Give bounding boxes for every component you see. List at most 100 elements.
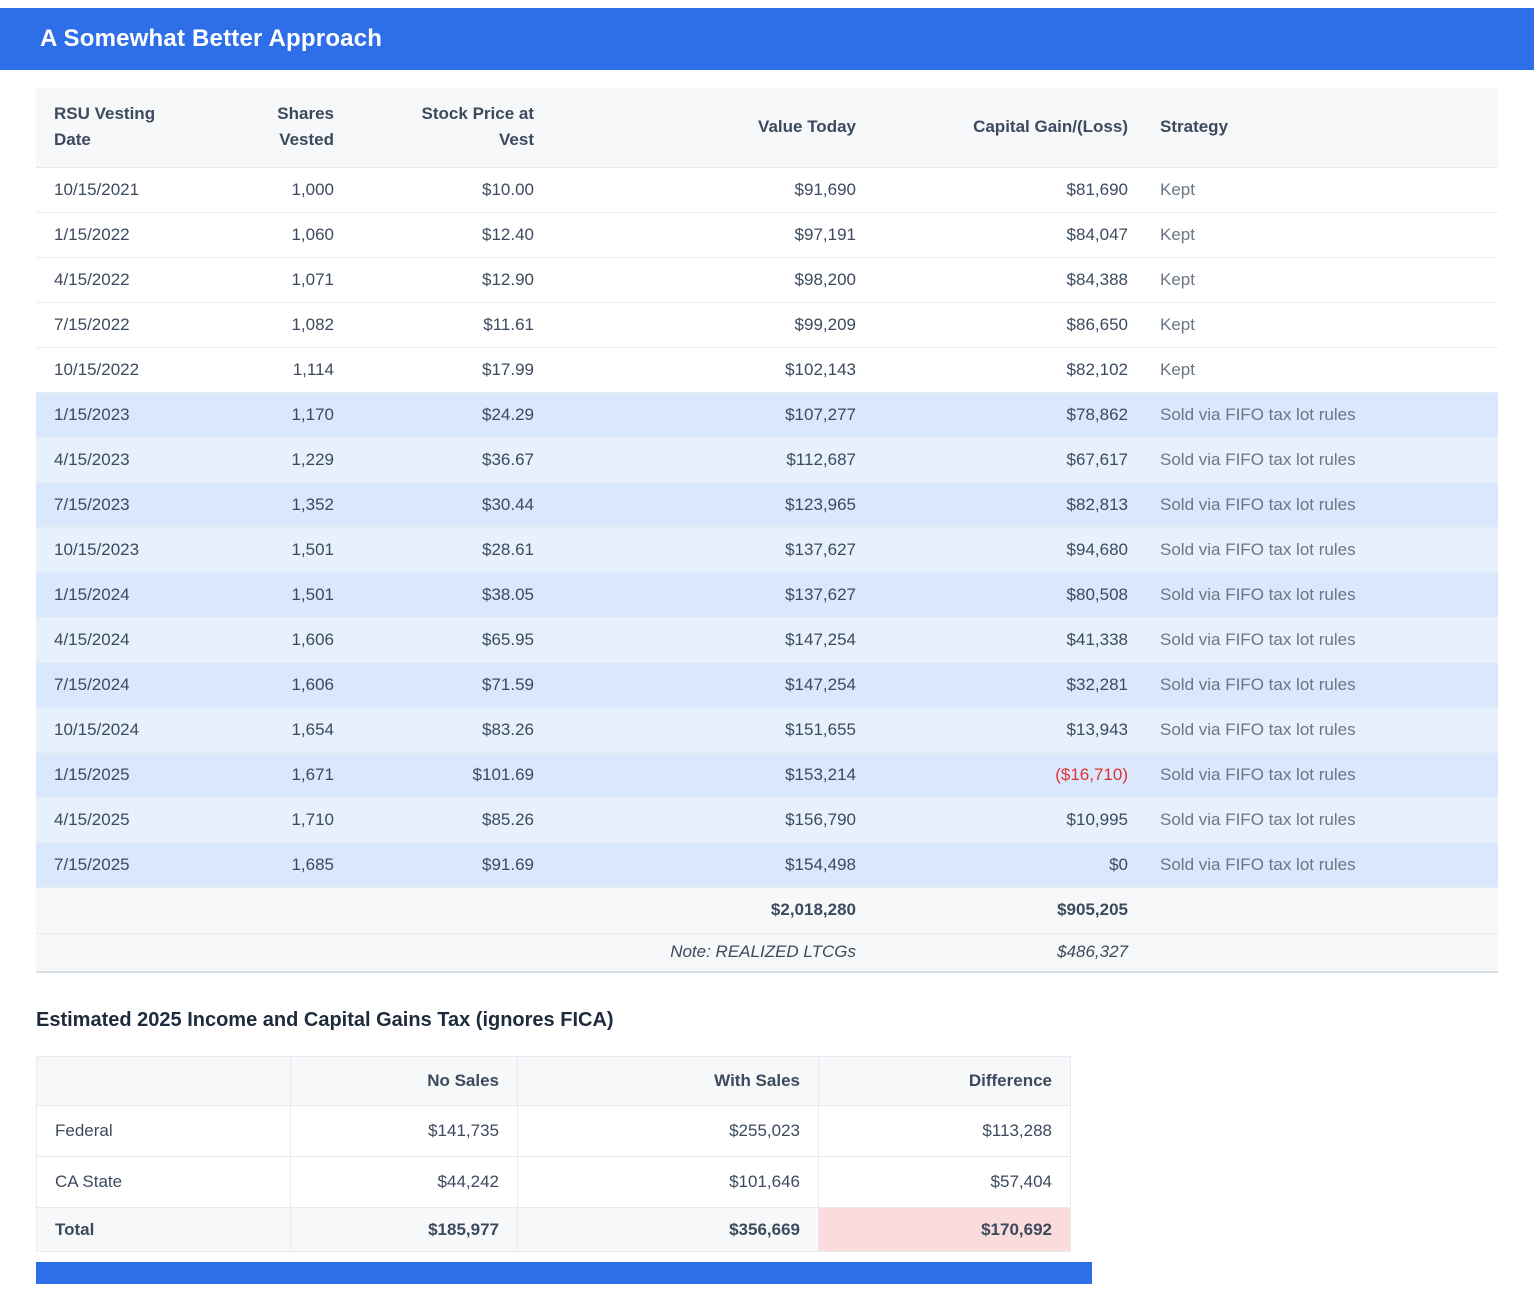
cell-capital-gain: $81,690 bbox=[868, 167, 1140, 212]
cell-strategy: Sold via FIFO tax lot rules bbox=[1140, 527, 1498, 572]
cell-vesting-date: 10/15/2024 bbox=[36, 707, 236, 752]
tax-table: No Sales With Sales Difference Federal$1… bbox=[36, 1056, 1071, 1252]
col-header-value-today: Value Today bbox=[546, 88, 868, 167]
vesting-table-row: 4/15/20241,606$65.95$147,254$41,338Sold … bbox=[36, 617, 1498, 662]
cell-vesting-date: 7/15/2024 bbox=[36, 662, 236, 707]
cell-strategy: Sold via FIFO tax lot rules bbox=[1140, 392, 1498, 437]
vesting-table-row: 7/15/20251,685$91.69$154,498$0Sold via F… bbox=[36, 842, 1498, 887]
cell-shares-vested: 1,229 bbox=[236, 437, 346, 482]
cell-capital-gain: $84,388 bbox=[868, 257, 1140, 302]
cell-value-today: $112,687 bbox=[546, 437, 868, 482]
cell-shares-vested: 1,606 bbox=[236, 662, 346, 707]
col-header-capital-gain-loss: Capital Gain/(Loss) bbox=[868, 88, 1140, 167]
cell-capital-gain: $86,650 bbox=[868, 302, 1140, 347]
cell-shares-vested: 1,501 bbox=[236, 527, 346, 572]
note-spacer bbox=[36, 933, 546, 972]
page-title: A Somewhat Better Approach bbox=[40, 25, 382, 53]
tax-cell-with-sales: $101,646 bbox=[518, 1157, 819, 1208]
cell-stock-price: $12.90 bbox=[346, 257, 546, 302]
cell-strategy: Sold via FIFO tax lot rules bbox=[1140, 752, 1498, 797]
cell-strategy: Kept bbox=[1140, 212, 1498, 257]
cell-value-today: $99,209 bbox=[546, 302, 868, 347]
note-realized-ltcg-value: $486,327 bbox=[868, 933, 1140, 972]
cell-stock-price: $11.61 bbox=[346, 302, 546, 347]
cell-strategy: Kept bbox=[1140, 347, 1498, 392]
tax-table-row: CA State$44,242$101,646$57,404 bbox=[37, 1157, 1071, 1208]
cell-value-today: $91,690 bbox=[546, 167, 868, 212]
col-header-shares-vested: Shares Vested bbox=[236, 88, 346, 167]
cell-vesting-date: 7/15/2022 bbox=[36, 302, 236, 347]
totals-spacer-end bbox=[1140, 887, 1498, 933]
cell-shares-vested: 1,082 bbox=[236, 302, 346, 347]
vesting-table-row: 7/15/20221,082$11.61$99,209$86,650Kept bbox=[36, 302, 1498, 347]
cell-value-today: $147,254 bbox=[546, 617, 868, 662]
vesting-table-row: 7/15/20231,352$30.44$123,965$82,813Sold … bbox=[36, 482, 1498, 527]
tax-cell-difference: $57,404 bbox=[819, 1157, 1071, 1208]
cell-capital-gain: $10,995 bbox=[868, 797, 1140, 842]
cell-stock-price: $101.69 bbox=[346, 752, 546, 797]
cell-vesting-date: 7/15/2025 bbox=[36, 842, 236, 887]
total-capital-gain: $905,205 bbox=[868, 887, 1140, 933]
cell-stock-price: $12.40 bbox=[346, 212, 546, 257]
cell-value-today: $137,627 bbox=[546, 572, 868, 617]
cell-stock-price: $30.44 bbox=[346, 482, 546, 527]
cell-stock-price: $24.29 bbox=[346, 392, 546, 437]
cell-value-today: $102,143 bbox=[546, 347, 868, 392]
vesting-table-row: 10/15/20231,501$28.61$137,627$94,680Sold… bbox=[36, 527, 1498, 572]
tax-cell-difference: $113,288 bbox=[819, 1106, 1071, 1157]
cell-vesting-date: 7/15/2023 bbox=[36, 482, 236, 527]
col-header-strategy: Strategy bbox=[1140, 88, 1498, 167]
cell-vesting-date: 10/15/2022 bbox=[36, 347, 236, 392]
cell-strategy: Sold via FIFO tax lot rules bbox=[1140, 707, 1498, 752]
cell-vesting-date: 1/15/2025 bbox=[36, 752, 236, 797]
section-title-bar: A Somewhat Better Approach bbox=[0, 8, 1534, 70]
cell-capital-gain: $82,813 bbox=[868, 482, 1140, 527]
next-section-bar-partial bbox=[36, 1262, 1092, 1284]
tax-cell-with-sales: $255,023 bbox=[518, 1106, 819, 1157]
cell-shares-vested: 1,352 bbox=[236, 482, 346, 527]
tax-cell-no-sales: $44,242 bbox=[291, 1157, 518, 1208]
cell-stock-price: $36.67 bbox=[346, 437, 546, 482]
vesting-table-row: 10/15/20211,000$10.00$91,690$81,690Kept bbox=[36, 167, 1498, 212]
total-value-today: $2,018,280 bbox=[546, 887, 868, 933]
vesting-table-row: 4/15/20251,710$85.26$156,790$10,995Sold … bbox=[36, 797, 1498, 842]
tax-cell-label: CA State bbox=[37, 1157, 291, 1208]
cell-stock-price: $65.95 bbox=[346, 617, 546, 662]
cell-shares-vested: 1,114 bbox=[236, 347, 346, 392]
cell-capital-gain: ($16,710) bbox=[868, 752, 1140, 797]
cell-strategy: Kept bbox=[1140, 257, 1498, 302]
tax-total-row: Total$185,977$356,669$170,692 bbox=[37, 1208, 1071, 1252]
cell-vesting-date: 4/15/2023 bbox=[36, 437, 236, 482]
tax-col-header-with-sales: With Sales bbox=[518, 1057, 819, 1106]
cell-shares-vested: 1,606 bbox=[236, 617, 346, 662]
cell-strategy: Kept bbox=[1140, 167, 1498, 212]
cell-shares-vested: 1,671 bbox=[236, 752, 346, 797]
tax-section-title: Estimated 2025 Income and Capital Gains … bbox=[36, 1009, 1498, 1032]
cell-value-today: $123,965 bbox=[546, 482, 868, 527]
tax-table-body: Federal$141,735$255,023$113,288CA State$… bbox=[37, 1106, 1071, 1252]
cell-vesting-date: 4/15/2024 bbox=[36, 617, 236, 662]
vesting-table-row: 1/15/20221,060$12.40$97,191$84,047Kept bbox=[36, 212, 1498, 257]
tax-cell-difference: $170,692 bbox=[819, 1208, 1071, 1252]
cell-capital-gain: $78,862 bbox=[868, 392, 1140, 437]
cell-shares-vested: 1,501 bbox=[236, 572, 346, 617]
cell-vesting-date: 1/15/2022 bbox=[36, 212, 236, 257]
cell-stock-price: $10.00 bbox=[346, 167, 546, 212]
cell-strategy: Sold via FIFO tax lot rules bbox=[1140, 437, 1498, 482]
cell-value-today: $147,254 bbox=[546, 662, 868, 707]
tax-cell-label: Federal bbox=[37, 1106, 291, 1157]
tax-table-row: Federal$141,735$255,023$113,288 bbox=[37, 1106, 1071, 1157]
tax-cell-no-sales: $141,735 bbox=[291, 1106, 518, 1157]
col-header-stock-price-at-vest: Stock Price at Vest bbox=[346, 88, 546, 167]
cell-stock-price: $28.61 bbox=[346, 527, 546, 572]
cell-value-today: $156,790 bbox=[546, 797, 868, 842]
cell-strategy: Sold via FIFO tax lot rules bbox=[1140, 572, 1498, 617]
vesting-table-row: 4/15/20221,071$12.90$98,200$84,388Kept bbox=[36, 257, 1498, 302]
tax-col-header-empty bbox=[37, 1057, 291, 1106]
cell-vesting-date: 10/15/2023 bbox=[36, 527, 236, 572]
note-spacer-end bbox=[1140, 933, 1498, 972]
tax-header-row: No Sales With Sales Difference bbox=[37, 1057, 1071, 1106]
cell-stock-price: $17.99 bbox=[346, 347, 546, 392]
cell-vesting-date: 1/15/2023 bbox=[36, 392, 236, 437]
cell-value-today: $107,277 bbox=[546, 392, 868, 437]
